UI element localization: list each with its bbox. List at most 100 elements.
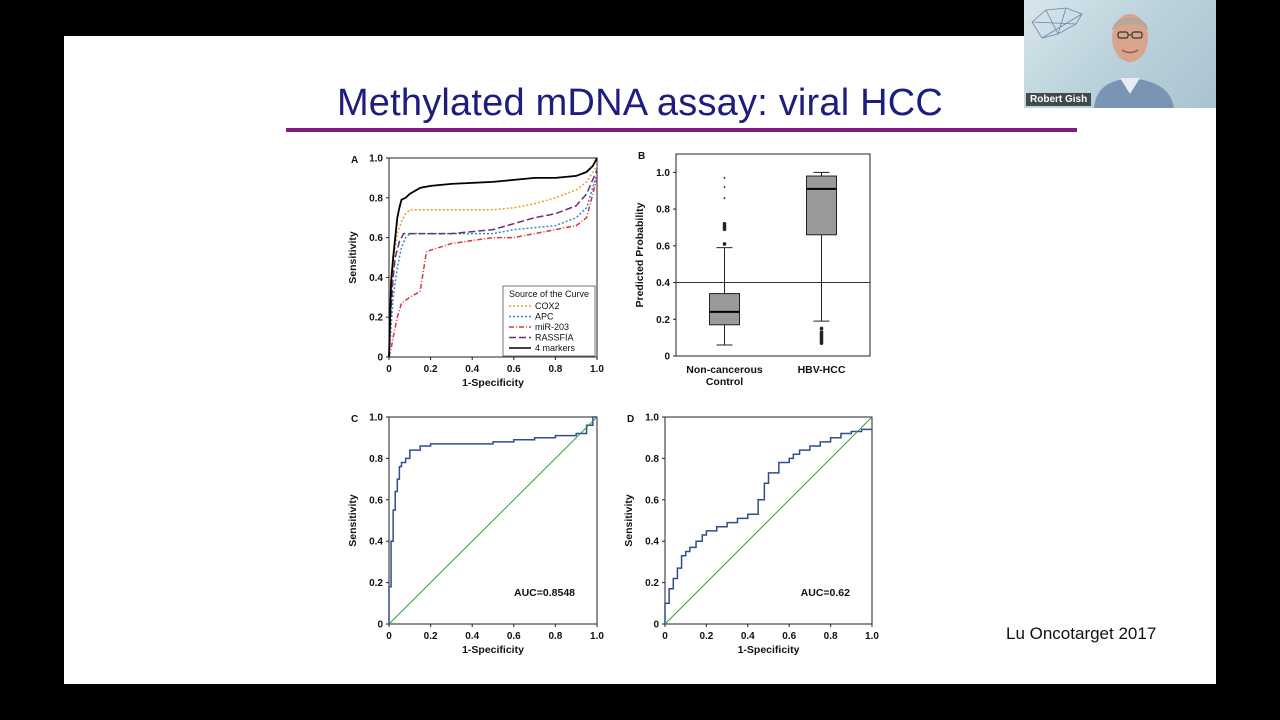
plot-frame [388, 416, 598, 625]
x-tick-label: 0.2 [699, 631, 713, 642]
x-tick-label: 0.6 [507, 631, 521, 642]
x-tick-label: 1.0 [590, 364, 604, 375]
series-line-apc [388, 173, 598, 358]
category-label: Control [706, 376, 743, 388]
x-tick-label: 0.4 [741, 631, 755, 642]
legend-entry: APC [535, 312, 554, 322]
liver-logo-icon [1031, 7, 1083, 39]
slide-title: Methylated mDNA assay: viral HCC [336, 82, 944, 124]
slide: Methylated mDNA assay: viral HCC A 0 0.2 0.… [64, 36, 1216, 684]
x-tick-label: 0 [386, 364, 392, 375]
chart-panel-a: A 0 0.2 0.4 0.6 0.8 1.0 0 0.2 0.4 0.6 0.8 1.0 1-Speci… [347, 154, 604, 390]
y-axis-label: Sensitivity [347, 494, 359, 547]
y-tick-label: 0 [664, 352, 670, 363]
y-tick-label: 0.8 [645, 454, 659, 465]
iqr-box [806, 175, 837, 236]
citation: Lu Oncotarget 2017 [1006, 624, 1157, 643]
y-tick-label: 0.6 [369, 495, 383, 506]
y-tick-label: 0 [377, 620, 383, 631]
y-tick-label: 0.4 [369, 537, 383, 548]
y-axis-label: Sensitivity [623, 494, 635, 547]
series-line-mir-203 [388, 177, 598, 358]
x-tick-label: 1.0 [590, 631, 604, 642]
x-tick-label: 0 [662, 631, 668, 642]
title-divider [286, 128, 1077, 132]
panel-letter: D [627, 414, 634, 425]
y-tick-label: 1.0 [656, 168, 670, 179]
x-tick-label: 0.8 [824, 631, 838, 642]
outlier-point [723, 176, 726, 179]
x-axis-label: 1-Specificity [462, 377, 524, 389]
legend-entry: miR-203 [535, 322, 569, 332]
figure-panels: A 0 0.2 0.4 0.6 0.8 1.0 0 0.2 0.4 0.6 0.8 1.0 1-Speci… [347, 151, 879, 657]
panel-letter: B [638, 151, 645, 162]
x-tick-label: 0.6 [507, 364, 521, 375]
y-tick-label: 0.4 [645, 537, 659, 548]
legend-box [502, 285, 596, 357]
y-tick-label: 0.4 [369, 273, 383, 284]
x-tick-label: 1.0 [865, 631, 879, 642]
legend-title: Source of the Curve [509, 289, 589, 299]
legend-entry: COX2 [535, 301, 560, 311]
x-tick-label: 0.8 [548, 631, 562, 642]
legend-entry: 4 markers [535, 343, 576, 353]
y-tick-label: 1.0 [645, 413, 659, 424]
person-silhouette-icon [1031, 7, 1174, 108]
y-tick-label: 0.8 [369, 454, 383, 465]
auc-annotation: AUC=0.62 [801, 587, 850, 599]
outlier-point [819, 341, 824, 345]
auc-annotation: AUC=0.8548 [514, 587, 575, 599]
series-line-reference-diagonal [388, 416, 598, 625]
y-tick-label: 0.6 [645, 495, 659, 506]
y-tick-label: 0.2 [656, 315, 670, 326]
y-tick-label: 0.6 [656, 241, 670, 252]
series-line-roc-curve [664, 428, 872, 624]
y-tick-label: 0.4 [656, 278, 670, 289]
category-label: Non-cancerous [686, 364, 763, 376]
chart-panel-d: D 0 0.2 0.4 0.6 0.8 1.0 0 0.2 0.4 0.6 0.8 1.0 1-Speci… [623, 413, 879, 657]
y-axis-label: Predicted Probability [634, 202, 646, 307]
y-tick-label: 1.0 [369, 413, 383, 424]
x-tick-label: 0.2 [424, 364, 438, 375]
participant-video-tile[interactable]: Robert Gish [1024, 0, 1216, 108]
legend: Source of the Curve COX2APCmiR-203RASSFIA… [502, 285, 596, 357]
x-axis-label: 1-Specificity [462, 644, 524, 656]
panel-letter: A [351, 155, 358, 166]
outlier-point [722, 221, 727, 226]
series-line-rassfia [388, 169, 598, 358]
y-tick-label: 0.8 [369, 193, 383, 204]
series-line-cox2 [388, 165, 598, 358]
outlier-point [819, 326, 824, 331]
x-tick-label: 0.4 [465, 364, 479, 375]
y-tick-label: 0.8 [656, 205, 670, 216]
box-hcc [806, 171, 837, 345]
series-line-roc-curve [388, 416, 597, 624]
chart-panel-b: B 0 0.2 0.4 0.6 0.8 1.0 Predicted Probability No… [634, 151, 871, 388]
x-axis-label: 1-Specificity [738, 644, 800, 656]
x-tick-label: 0.8 [548, 364, 562, 375]
x-tick-label: 0.2 [424, 631, 438, 642]
y-tick-label: 0 [653, 620, 659, 631]
box-control [709, 176, 740, 346]
y-tick-label: 0.6 [369, 233, 383, 244]
outlier-point [723, 197, 726, 199]
y-tick-label: 0.2 [369, 313, 383, 324]
y-tick-label: 0.2 [645, 578, 659, 589]
legend-entry: RASSFIA [535, 333, 574, 343]
outlier-point [723, 186, 726, 188]
x-tick-label: 0.4 [465, 631, 479, 642]
y-tick-label: 1.0 [369, 154, 383, 165]
y-tick-label: 0 [377, 353, 383, 364]
chart-panel-c: C 0 0.2 0.4 0.6 0.8 1.0 0 0.2 0.4 0.6 0.8 1.0 1-Speci… [347, 413, 604, 657]
y-axis-label: Sensitivity [347, 231, 359, 284]
x-tick-label: 0 [386, 631, 392, 642]
series-line-4-markers [388, 157, 598, 358]
plot-frame [664, 416, 873, 625]
plot-frame [675, 153, 871, 357]
category-label: HBV-HCC [798, 364, 846, 376]
y-tick-label: 0.2 [369, 578, 383, 589]
series-line-reference-diagonal [664, 416, 873, 625]
participant-name-label: Robert Gish [1026, 93, 1092, 106]
plot-frame [388, 157, 598, 358]
panel-letter: C [351, 414, 358, 425]
